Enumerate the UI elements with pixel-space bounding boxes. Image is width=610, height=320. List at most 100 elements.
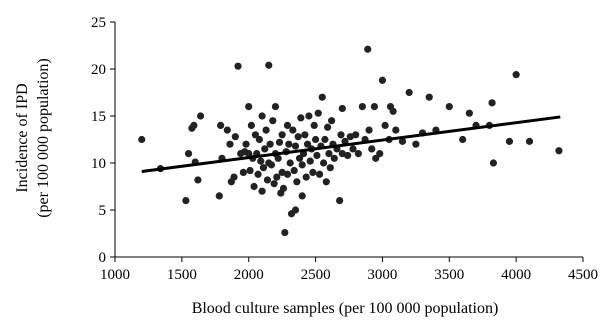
data-point bbox=[368, 145, 376, 153]
data-point bbox=[262, 126, 270, 134]
data-point bbox=[297, 114, 305, 122]
data-point bbox=[365, 126, 373, 134]
data-point bbox=[273, 173, 281, 181]
data-point bbox=[555, 147, 563, 155]
data-point bbox=[389, 107, 397, 115]
data-point bbox=[251, 131, 259, 139]
y-tick-label: 0 bbox=[99, 250, 107, 266]
data-point bbox=[234, 62, 242, 70]
data-point bbox=[263, 176, 272, 184]
data-point bbox=[266, 140, 274, 148]
data-point bbox=[190, 121, 198, 129]
data-point bbox=[489, 159, 498, 167]
data-point bbox=[275, 138, 284, 146]
data-point bbox=[306, 157, 314, 165]
data-point bbox=[283, 121, 292, 129]
x-tick-label: 4500 bbox=[568, 267, 598, 283]
x-axis-label: Blood culture samples (per 100 000 popul… bbox=[192, 300, 499, 317]
y-tick-label: 20 bbox=[91, 62, 106, 78]
data-point bbox=[322, 178, 330, 186]
y-tick-label: 10 bbox=[91, 156, 106, 172]
data-point bbox=[293, 178, 301, 186]
data-point bbox=[281, 228, 289, 237]
y-tick-label: 25 bbox=[91, 15, 106, 31]
data-point bbox=[405, 88, 413, 97]
data-point bbox=[328, 117, 336, 125]
data-point bbox=[291, 206, 300, 214]
x-tick-label: 1000 bbox=[100, 267, 130, 283]
data-point bbox=[376, 150, 384, 158]
data-point bbox=[465, 109, 473, 117]
data-point bbox=[259, 164, 268, 172]
data-point bbox=[309, 168, 317, 176]
data-point bbox=[301, 131, 309, 139]
data-point bbox=[258, 112, 266, 120]
data-point bbox=[285, 140, 293, 148]
data-point bbox=[303, 140, 312, 148]
data-point bbox=[324, 123, 332, 131]
data-point bbox=[302, 173, 310, 181]
data-point bbox=[267, 161, 276, 169]
data-point bbox=[246, 166, 254, 175]
data-point bbox=[381, 121, 389, 129]
y-tick-label: 5 bbox=[99, 203, 107, 219]
data-point bbox=[223, 126, 231, 134]
x-tick-label: 3500 bbox=[434, 267, 464, 283]
data-point bbox=[239, 168, 247, 176]
data-point bbox=[337, 131, 345, 139]
data-point bbox=[311, 135, 320, 144]
data-point bbox=[459, 135, 467, 144]
data-point bbox=[258, 187, 266, 195]
data-point bbox=[378, 76, 387, 84]
data-point bbox=[313, 151, 321, 160]
data-point bbox=[138, 135, 146, 144]
data-point bbox=[247, 121, 255, 129]
y-ticks: 0 5 10 15 20 25 bbox=[91, 15, 115, 266]
data-point bbox=[512, 71, 520, 79]
data-point bbox=[279, 184, 288, 192]
x-tick-label: 3000 bbox=[367, 267, 397, 283]
data-point bbox=[226, 140, 234, 148]
data-point bbox=[194, 176, 202, 184]
data-point bbox=[298, 161, 306, 169]
data-point bbox=[341, 137, 349, 145]
data-point bbox=[488, 99, 496, 107]
data-point bbox=[525, 137, 534, 145]
data-point bbox=[196, 112, 205, 120]
data-point bbox=[326, 164, 334, 172]
x-tick-label: 4000 bbox=[501, 267, 531, 283]
data-point bbox=[310, 121, 318, 129]
data-point bbox=[319, 159, 328, 167]
y-axis-label-line-2: (per 100 000 population) bbox=[35, 58, 52, 218]
x-tick-label: 2000 bbox=[234, 267, 264, 283]
data-point bbox=[445, 103, 453, 111]
data-point bbox=[245, 103, 253, 111]
data-point bbox=[215, 192, 223, 200]
data-point bbox=[289, 126, 297, 134]
data-point bbox=[298, 192, 306, 200]
data-point bbox=[505, 137, 514, 145]
data-point bbox=[270, 180, 278, 188]
data-point bbox=[230, 173, 238, 181]
data-point bbox=[286, 159, 294, 167]
data-point bbox=[392, 126, 400, 134]
data-point bbox=[255, 135, 264, 144]
data-point bbox=[352, 131, 360, 139]
data-point bbox=[271, 103, 280, 111]
data-point bbox=[290, 166, 298, 175]
data-point bbox=[269, 117, 277, 125]
data-point bbox=[242, 140, 250, 148]
x-ticks: 1000 1500 2000 2500 3000 3500 4000 4500 bbox=[100, 257, 598, 283]
data-point bbox=[265, 61, 273, 69]
data-point bbox=[318, 93, 326, 101]
x-tick-label: 2500 bbox=[301, 267, 331, 283]
data-point bbox=[358, 103, 366, 111]
data-point bbox=[344, 151, 352, 160]
data-points bbox=[138, 45, 563, 237]
data-point bbox=[254, 170, 262, 178]
data-point bbox=[283, 170, 292, 178]
data-point bbox=[231, 133, 239, 141]
data-point bbox=[314, 109, 322, 117]
data-point bbox=[336, 197, 344, 205]
